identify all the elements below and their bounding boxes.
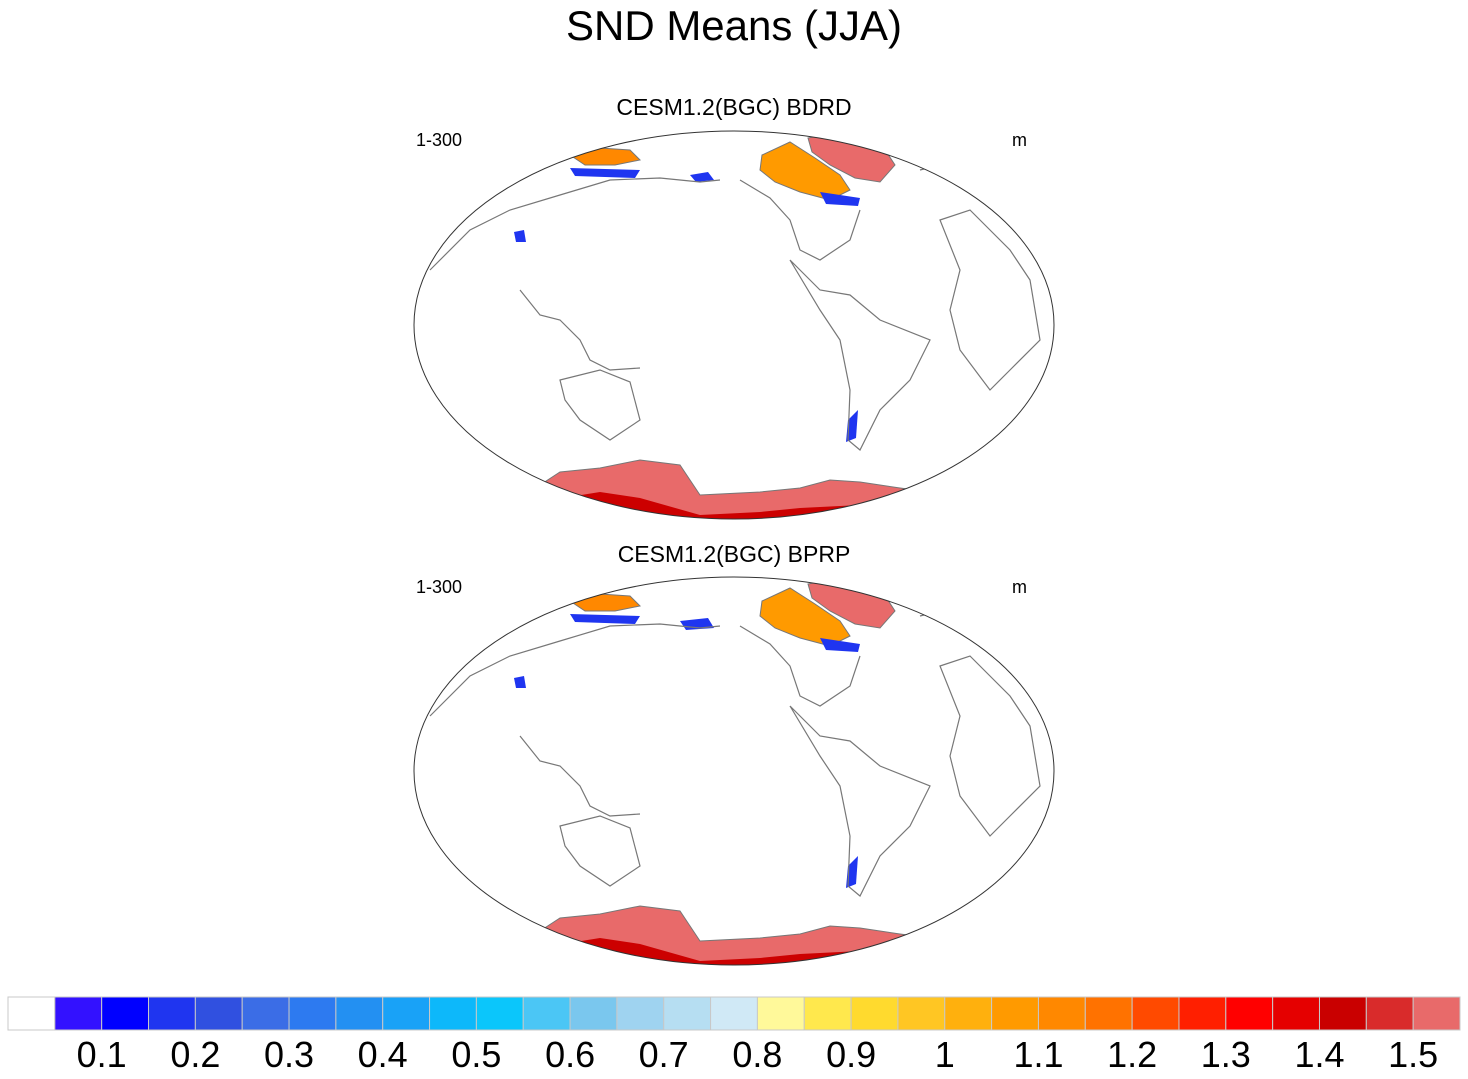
siberia-blue-snow [570,614,640,624]
siberia-arctic-snow [568,593,642,612]
colorbar-box [429,996,477,1031]
colorbar-tick-label: 1 [934,1034,955,1075]
colorbar-box [1131,996,1180,1031]
colorbar-box [1365,996,1414,1031]
colorbar-tick-label: 0.4 [357,1034,408,1075]
panel-1-units-label: m [1012,130,1027,150]
tibet-snow [514,230,526,242]
panel-1-map-outline [413,130,1055,520]
colorbar-box [850,996,899,1031]
colorbar-box [991,996,1039,1031]
colorbar [7,996,1461,1031]
andes-snow [846,410,858,442]
hudson-blue-snow [820,192,860,206]
colorbar-tick-label: 0.8 [732,1034,783,1075]
antarctica-deep-snow [530,938,930,965]
colorbar-tick-label: 0.3 [263,1034,315,1075]
panel-1-map-content [429,131,1041,519]
andes-snow [846,856,858,888]
colorbar-box [616,996,665,1031]
colorbar-tick-label: 1.3 [1200,1034,1251,1075]
panel-1-map [413,130,1055,520]
colorbar-box [756,996,805,1031]
alaska-snow [690,172,714,182]
colorbar-tick-label: 0.2 [170,1034,221,1075]
colorbar-box [1412,996,1461,1031]
colorbar-box [288,996,337,1031]
figure-title: SND Means (JJA) [565,2,903,49]
colorbar-tick-label: 0.7 [638,1034,689,1075]
panel-1-coastlines [429,159,1041,451]
panel-2-map-content [429,577,1041,965]
colorbar-box [382,996,431,1031]
panel-2-coastlines [429,605,1041,897]
antarctica-deep-snow [530,492,930,519]
colorbar-tick-label: 0.9 [826,1034,877,1075]
antarctica-snow [519,905,941,965]
colorbar-tick-label: 1.5 [1388,1034,1439,1075]
siberia-arctic-snow [568,147,642,166]
colorbar-box [1084,996,1133,1031]
colorbar-tick-label: 0.6 [545,1034,596,1075]
colorbar-box [1037,996,1086,1031]
panel-2-map [413,576,1055,966]
colorbar-box [1272,996,1320,1031]
panel-2-map-outline [413,576,1055,966]
colorbar-box [569,996,618,1031]
colorbar-tick-label: 1.1 [1013,1034,1064,1075]
colorbar-box [101,996,150,1031]
colorbar-box [7,996,56,1031]
colorbar-box [335,996,384,1031]
colorbar-box [194,996,243,1031]
colorbar-box [944,996,993,1031]
colorbar-tick-label: 0.5 [451,1034,502,1075]
tibet-snow [514,676,526,688]
colorbar-box [897,996,946,1031]
colorbar-box [522,996,571,1031]
colorbar-tick-label: 1.4 [1294,1034,1345,1075]
colorbar-box [710,996,758,1031]
panel-1-left-label: 1-300 [416,130,463,150]
hudson-blue-snow [820,638,860,652]
colorbar-box [54,996,103,1031]
colorbar-box [803,996,852,1031]
siberia-blue-snow [570,168,640,178]
colorbar-box [1225,996,1274,1031]
colorbar-tick-label: 1.2 [1107,1034,1158,1075]
panel-2-title: CESM1.2(BGC) BPRP [617,541,851,567]
colorbar-box [663,996,712,1031]
panel-2-left-label: 1-300 [416,577,463,597]
colorbar-box [475,996,524,1031]
panel-1-title: CESM1.2(BGC) BDRD [616,94,852,120]
colorbar-box [148,996,196,1031]
colorbar-tick-label: 0.1 [76,1034,127,1075]
antarctica-snow [519,459,941,519]
colorbar-box [1318,996,1367,1031]
colorbar-box [241,996,290,1031]
panel-2-units-label: m [1012,577,1027,597]
colorbar-box [1178,996,1227,1031]
